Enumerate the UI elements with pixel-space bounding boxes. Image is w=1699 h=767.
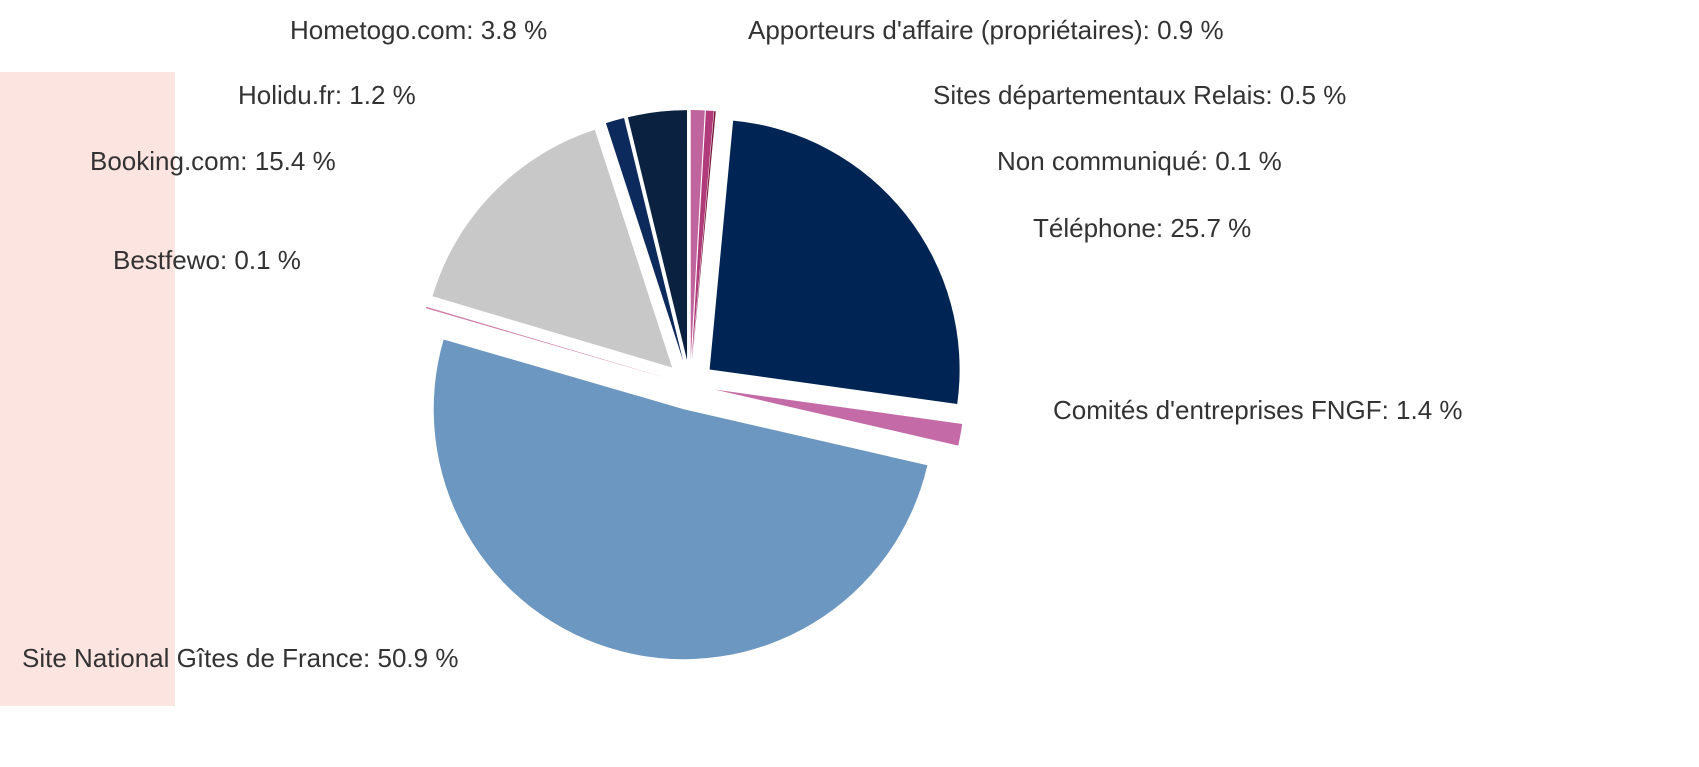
pie-slice [692, 111, 716, 361]
slice-label: Site National Gîtes de France: 50.9 % [22, 643, 458, 673]
slice-label: Téléphone: 25.7 % [1033, 213, 1251, 243]
slice-label: Holidu.fr: 1.2 % [238, 80, 416, 110]
pie-slice [709, 120, 960, 404]
slice-label: Booking.com: 15.4 % [90, 146, 336, 176]
pie-slice [425, 306, 667, 378]
slice-label: Comités d'entreprises FNGF: 1.4 % [1053, 395, 1463, 425]
pie-slice [714, 389, 963, 446]
slice-label: Apporteurs d'affaire (propriétaires): 0.… [748, 15, 1224, 45]
pie-slice [691, 110, 714, 361]
pie-slice [605, 118, 684, 361]
pie-slice [433, 339, 928, 660]
slice-label: Sites départementaux Relais: 0.5 % [933, 80, 1346, 110]
slice-label: Bestfewo: 0.1 % [113, 245, 301, 275]
slice-label: Hometogo.com: 3.8 % [290, 15, 547, 45]
pie-slice [690, 110, 705, 361]
pie-slice [432, 129, 673, 368]
pie-slice [627, 110, 688, 361]
slice-label: Non communiqué: 0.1 % [997, 146, 1282, 176]
side-band [0, 72, 175, 706]
